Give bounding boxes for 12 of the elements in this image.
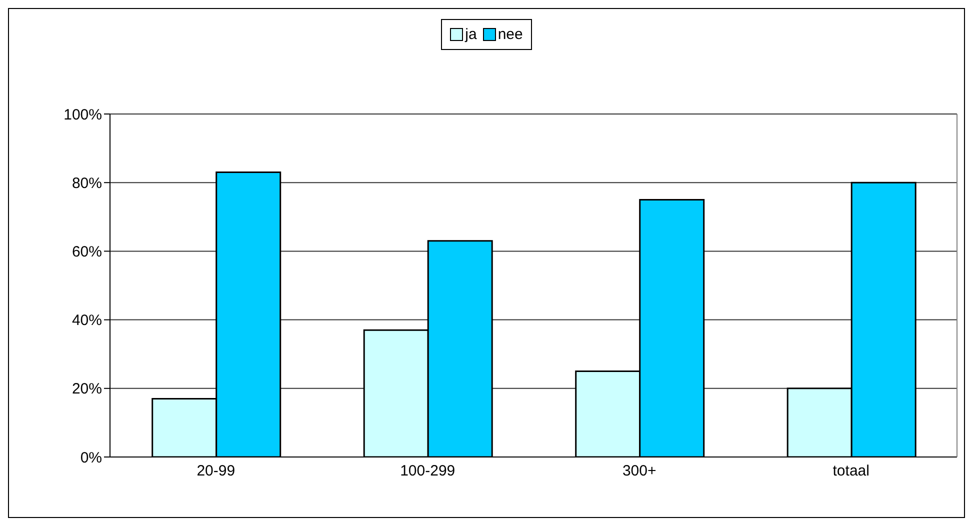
- legend-label: nee: [498, 26, 523, 43]
- y-tick-label: 20%: [72, 380, 102, 398]
- x-tick-label: 100-299: [400, 462, 456, 480]
- legend-label: ja: [465, 26, 477, 43]
- y-tick-label: 100%: [64, 106, 102, 124]
- y-tick-label: 0%: [80, 449, 102, 466]
- y-tick-label: 80%: [72, 174, 102, 192]
- y-tick-label: 40%: [72, 312, 102, 330]
- x-tick-label: 300+: [622, 462, 657, 480]
- x-tick-label: 20-99: [196, 462, 236, 480]
- x-tick-label: totaal: [832, 462, 870, 480]
- y-tick-label: 60%: [72, 244, 102, 261]
